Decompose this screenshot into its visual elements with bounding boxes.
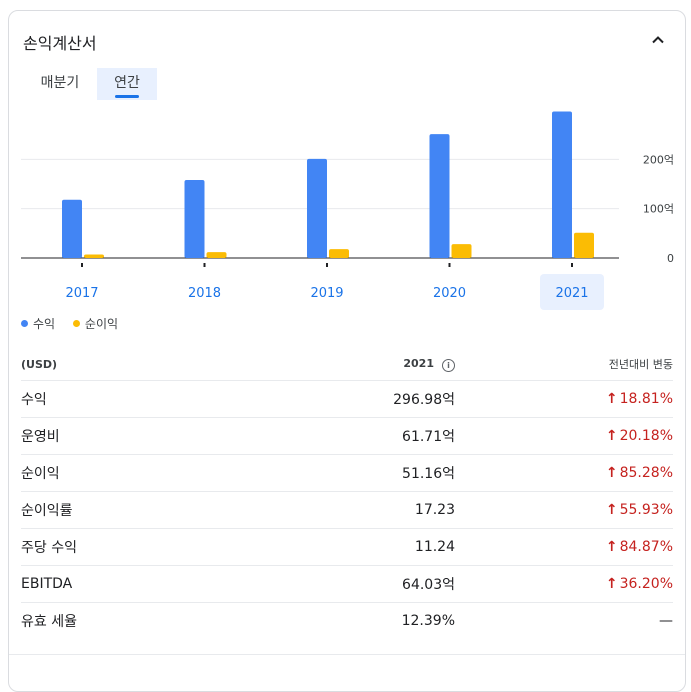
change-value: 55.93% (619, 502, 673, 518)
x-tick-label-2021[interactable]: 2021 (555, 286, 588, 301)
selected-year-highlight (540, 274, 604, 310)
row-label: EBITDA (21, 565, 275, 603)
card-title: 손익계산서 (23, 34, 97, 53)
income-statement-card: 손익계산서 매분기 연간 0 100억 200억 2017 2018 2019 2020 20… (8, 10, 686, 692)
arrow-up-icon: ↑ (605, 539, 618, 555)
y-tick-label: 0 (667, 252, 674, 265)
row-value: 17.23 (275, 491, 455, 529)
arrow-up-icon: ↑ (605, 428, 618, 444)
row-change: ↑ 36.20% (455, 565, 673, 603)
bar-net-income (206, 252, 227, 258)
row-label: 유효 세율 (21, 614, 77, 630)
arrow-up-icon: ↑ (605, 576, 618, 592)
x-tick-label-2019[interactable]: 2019 (310, 286, 343, 301)
x-tick-label-2017[interactable]: 2017 (65, 286, 98, 301)
x-tick-label-2018[interactable]: 2018 (188, 286, 221, 301)
row-label: 주당 수익 (21, 528, 275, 566)
row-value: 51.16억 (275, 454, 455, 492)
legend-dot-revenue (21, 320, 28, 327)
bar-revenue (62, 199, 82, 258)
card-divider (9, 654, 685, 655)
info-icon[interactable]: i (442, 358, 455, 372)
arrow-up-icon: ↑ (605, 465, 618, 481)
chart-legend: 수익 순이익 (21, 315, 132, 332)
change-header: 전년대비 변동 (455, 348, 673, 381)
arrow-up-icon: ↑ (605, 391, 618, 407)
bar-revenue (307, 158, 327, 258)
table-row: 순이익 51.16억 ↑ 85.28% (21, 454, 673, 492)
row-value: 12.39% (401, 613, 455, 629)
table-header-row: (USD) 2021 i 전년대비 변동 (21, 348, 673, 381)
bar-revenue (184, 180, 205, 258)
row-change: ↑ 18.81% (455, 380, 673, 418)
chevron-up-icon[interactable] (649, 31, 667, 49)
x-tick-label-2020[interactable]: 2020 (433, 286, 466, 301)
legend-dot-net-income (72, 320, 80, 327)
year-header: 2021 i (275, 348, 455, 381)
row-change: ↑ 20.18% (455, 417, 673, 455)
row-change: ↑ 85.28% (455, 454, 673, 492)
income-bar-chart: 0 100억 200억 2017 2018 2019 2020 2021 (21, 111, 674, 310)
legend-label-net-income: 순이익 (84, 317, 119, 331)
tab-annual[interactable]: 연간 (97, 68, 157, 100)
row-label: 운영비 (21, 417, 275, 455)
row-label: 수익 (21, 380, 275, 418)
arrow-up-icon: ↑ (605, 502, 618, 518)
bar-net-income (84, 254, 104, 258)
row-value: 11.24 (275, 528, 455, 566)
y-tick-label: 200억 (643, 153, 674, 166)
table-row: 주당 수익 11.24 ↑ 84.87% (21, 528, 673, 566)
tab-selected-indicator (115, 95, 139, 98)
bar-revenue (429, 134, 450, 258)
legend-item-net-income: 순이익 (72, 315, 119, 332)
financial-table: (USD) 2021 i 전년대비 변동 수익 296.98억 ↑ 18.81% 운영비 6… (21, 348, 673, 639)
row-change: ↑ 84.87% (455, 528, 673, 566)
table-row: 운영비 61.71억 ↑ 20.18% (21, 417, 673, 455)
tab-annual-label: 연간 (114, 75, 140, 91)
table-row: 유효 세율 12.39% — (21, 603, 673, 640)
legend-item-revenue: 수익 (21, 315, 55, 332)
change-value: 85.28% (619, 465, 673, 481)
bar-net-income (574, 232, 594, 258)
change-value: 20.18% (619, 428, 673, 444)
y-tick-label: 100억 (643, 203, 674, 216)
change-value: 18.81% (619, 391, 673, 407)
row-value: 64.03억 (275, 565, 455, 603)
row-label: 순이익률 (21, 491, 275, 529)
unit-header: (USD) (21, 348, 275, 381)
change-value: 36.20% (619, 576, 673, 592)
row-value: 296.98억 (275, 380, 455, 418)
table-row: 수익 296.98억 ↑ 18.81% (21, 380, 673, 418)
row-label: 순이익 (21, 454, 275, 492)
bar-net-income (451, 244, 472, 258)
year-header-label: 2021 (403, 356, 434, 370)
change-value: 84.87% (619, 539, 673, 555)
row-change: — (455, 603, 673, 640)
table-row: EBITDA 64.03억 ↑ 36.20% (21, 565, 673, 603)
change-value: — (659, 613, 673, 629)
row-change: ↑ 55.93% (455, 491, 673, 529)
table-row: 순이익률 17.23 ↑ 55.93% (21, 491, 673, 529)
tab-quarterly[interactable]: 매분기 (40, 75, 80, 91)
bar-net-income (329, 249, 349, 258)
bar-revenue (552, 111, 572, 258)
row-value: 61.71억 (275, 417, 455, 455)
legend-label-revenue: 수익 (33, 317, 56, 331)
